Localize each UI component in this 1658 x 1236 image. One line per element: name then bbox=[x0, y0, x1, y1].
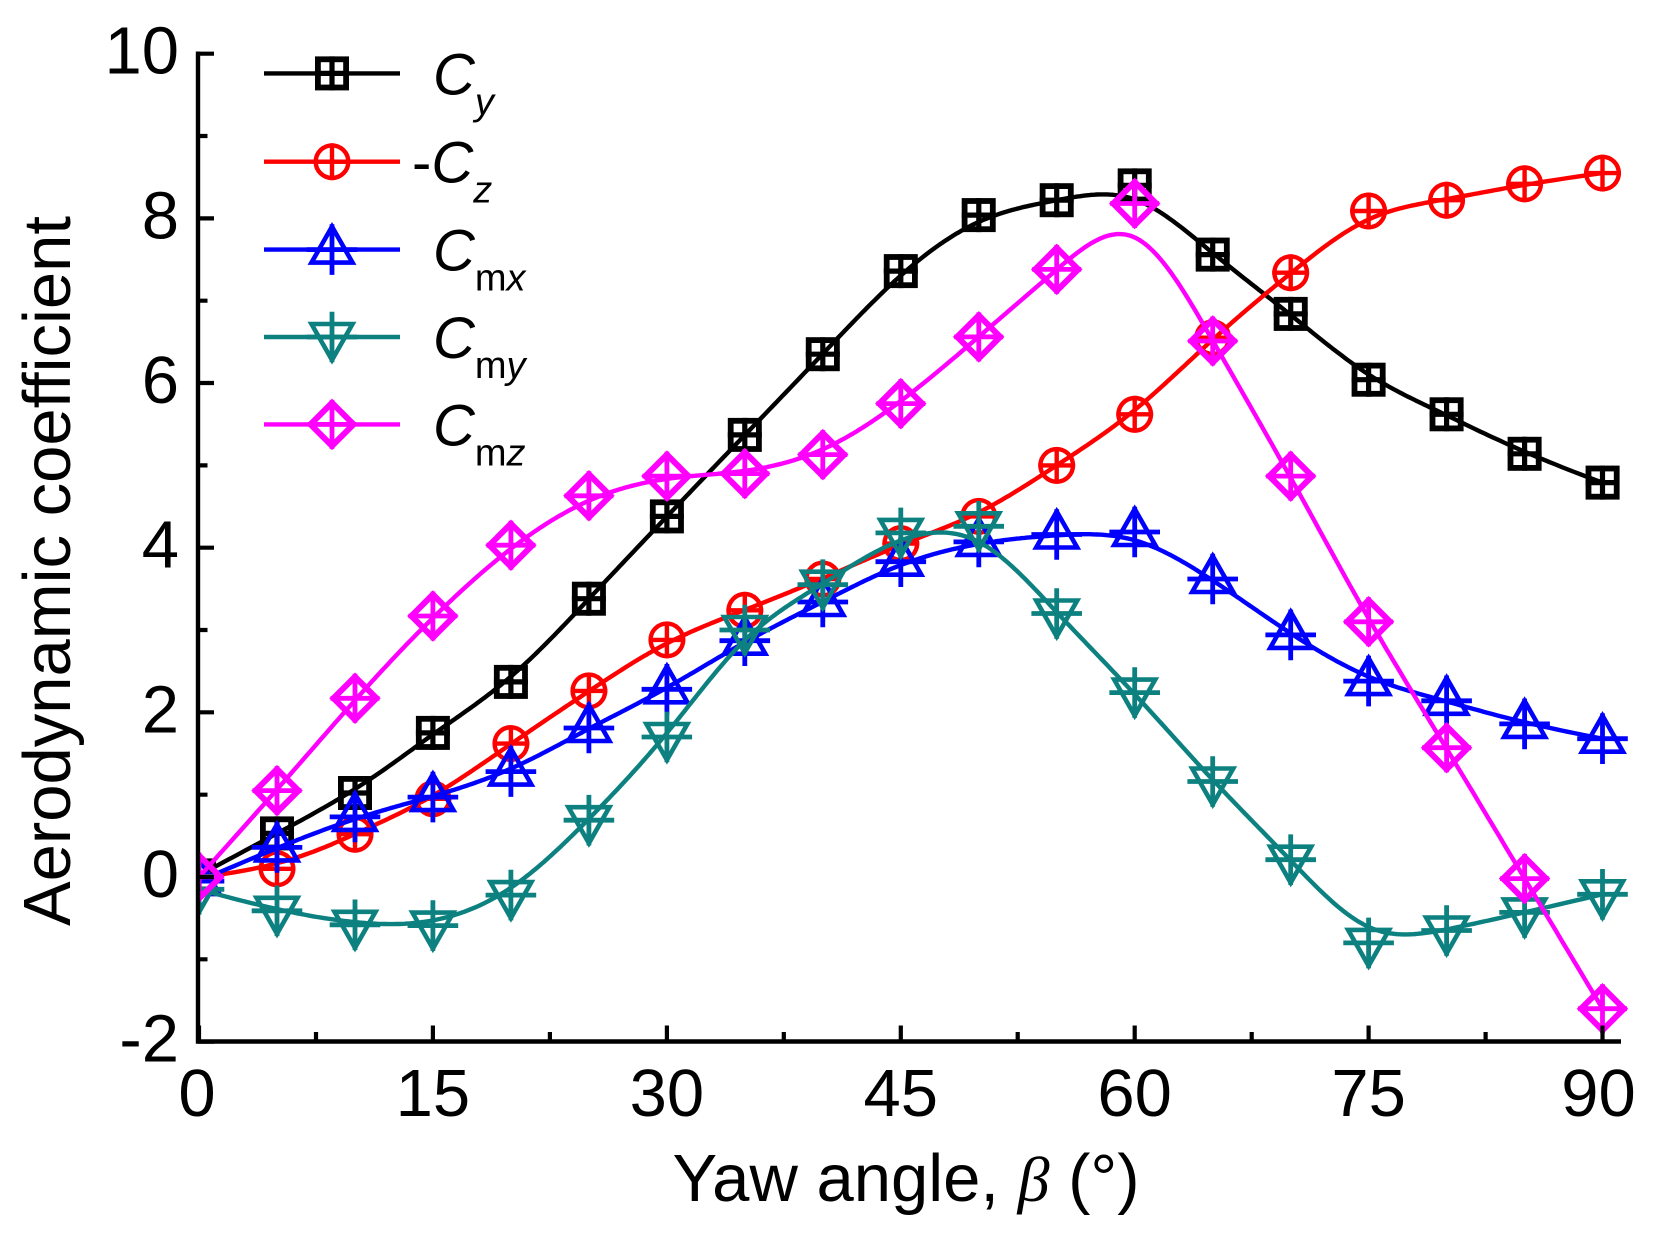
svg-text:Aerodynamic coefficient: Aerodynamic coefficient bbox=[10, 216, 85, 926]
svg-text:60: 60 bbox=[1097, 1056, 1172, 1131]
svg-text:6: 6 bbox=[142, 343, 179, 418]
svg-text:Cy: Cy bbox=[433, 42, 496, 123]
svg-text:10: 10 bbox=[104, 14, 179, 89]
svg-text:75: 75 bbox=[1331, 1056, 1406, 1131]
svg-text:Cmz: Cmz bbox=[433, 393, 526, 474]
svg-text:0: 0 bbox=[178, 1056, 215, 1131]
svg-text:90: 90 bbox=[1561, 1056, 1636, 1131]
svg-text:2: 2 bbox=[142, 672, 179, 747]
svg-text:0: 0 bbox=[142, 837, 179, 912]
svg-text:15: 15 bbox=[396, 1056, 471, 1131]
svg-text:45: 45 bbox=[864, 1056, 939, 1131]
svg-text:30: 30 bbox=[630, 1056, 705, 1131]
svg-text:Cmy: Cmy bbox=[433, 306, 528, 387]
svg-text:8: 8 bbox=[142, 178, 179, 253]
svg-text:-2: -2 bbox=[119, 1002, 179, 1077]
svg-text:-Cz: -Cz bbox=[412, 131, 492, 212]
svg-text:Cmx: Cmx bbox=[433, 219, 528, 300]
svg-text:Yaw angle, β (°): Yaw angle, β (°) bbox=[672, 1141, 1139, 1216]
svg-text:4: 4 bbox=[142, 508, 179, 583]
